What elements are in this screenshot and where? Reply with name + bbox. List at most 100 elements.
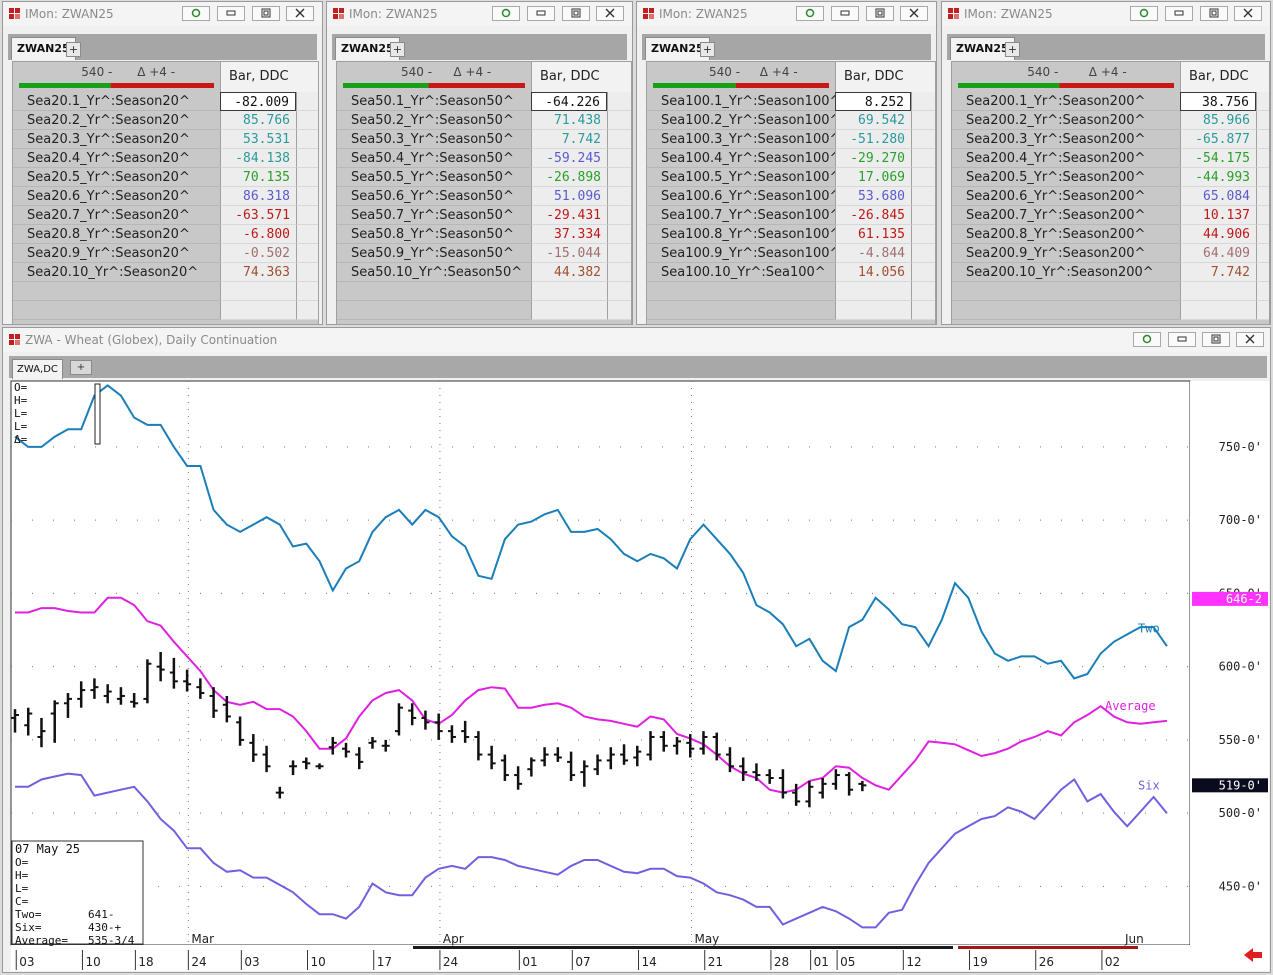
column-header[interactable]: Bar, DDC <box>220 62 318 92</box>
ohlc-bar[interactable] <box>725 747 734 773</box>
row-value[interactable]: -59.245 <box>531 149 607 168</box>
quote-row[interactable]: Sea100.3_Yr^:Season100^ -51.280 <box>647 130 935 149</box>
ohlc-bar[interactable] <box>103 684 112 704</box>
scroll-left-arrow-icon[interactable] <box>1244 948 1262 962</box>
ohlc-bar[interactable] <box>712 732 721 761</box>
row-value[interactable]: -82.009 <box>220 92 296 111</box>
close-button[interactable] <box>1234 6 1262 21</box>
quote-row[interactable]: Sea20.2_Yr^:Season20^ 85.766 <box>13 111 318 130</box>
close-button[interactable] <box>596 6 624 21</box>
ohlc-bar[interactable] <box>302 757 311 770</box>
minimize-button[interactable] <box>527 6 555 21</box>
quote-row[interactable]: Sea200.6_Yr^:Season200^ 65.084 <box>952 187 1269 206</box>
close-button[interactable] <box>286 6 314 21</box>
column-header[interactable]: Bar, DDC <box>835 62 935 92</box>
quote-row[interactable]: Sea200.10_Yr^:Season200^ 7.742 <box>952 263 1269 282</box>
data-window-handle[interactable] <box>94 383 101 445</box>
ohlc-bar[interactable] <box>593 754 602 776</box>
quote-row[interactable]: Sea100.9_Yr^:Season100^ -4.844 <box>647 244 935 263</box>
quote-row[interactable]: Sea200.3_Yr^:Season200^ -65.877 <box>952 130 1269 149</box>
row-value[interactable]: -6.800 <box>220 225 296 244</box>
ohlc-bar[interactable] <box>673 736 681 755</box>
row-value[interactable]: -26.845 <box>835 206 911 225</box>
row-value[interactable]: -15.044 <box>531 244 607 263</box>
row-value[interactable] <box>531 282 607 301</box>
ohlc-bar[interactable] <box>209 687 218 718</box>
ohlc-bar[interactable] <box>805 780 814 808</box>
ohlc-bar[interactable] <box>77 681 86 708</box>
row-value[interactable]: 85.966 <box>1180 111 1256 130</box>
row-value[interactable]: 44.906 <box>1180 225 1256 244</box>
row-value[interactable]: -64.226 <box>531 92 607 111</box>
row-value[interactable]: -29.431 <box>531 206 607 225</box>
link-status-icon[interactable] <box>182 6 210 21</box>
row-value[interactable]: 14.056 <box>835 263 911 282</box>
empty-row[interactable] <box>647 282 935 301</box>
quote-row[interactable]: Sea20.4_Yr^:Season20^ -84.138 <box>13 149 318 168</box>
link-status-icon[interactable] <box>492 6 520 21</box>
quote-row[interactable]: Sea200.4_Yr^:Season200^ -54.175 <box>952 149 1269 168</box>
row-value[interactable]: -0.502 <box>220 244 296 263</box>
quote-row[interactable]: Sea50.9_Yr^:Season50^ -15.044 <box>337 244 631 263</box>
ohlc-bar[interactable] <box>447 725 456 743</box>
maximize-button[interactable] <box>1202 332 1230 347</box>
ohlc-bar[interactable] <box>408 703 417 726</box>
ohlc-bar[interactable] <box>328 736 337 755</box>
ohlc-bar[interactable] <box>24 707 33 736</box>
row-value[interactable]: 7.742 <box>531 130 607 149</box>
row-value[interactable]: 53.680 <box>835 187 911 206</box>
quote-row[interactable]: Sea100.10_Yr^:Sea100^ 14.056 <box>647 263 935 282</box>
quote-row[interactable]: Sea100.2_Yr^:Season100^ 69.542 <box>647 111 935 130</box>
quote-row[interactable]: Sea50.8_Yr^:Season50^ 37.334 <box>337 225 631 244</box>
quote-row[interactable]: Sea50.7_Yr^:Season50^ -29.431 <box>337 206 631 225</box>
quote-row[interactable]: Sea200.2_Yr^:Season200^ 85.966 <box>952 111 1269 130</box>
ohlc-bar[interactable] <box>461 720 470 743</box>
quote-row[interactable]: Sea200.7_Yr^:Season200^ 10.137 <box>952 206 1269 225</box>
minimize-button[interactable] <box>831 6 859 21</box>
quote-row[interactable]: Sea100.1_Yr^:Season100^ 8.252 <box>647 92 935 111</box>
window-titlebar[interactable]: IMon: ZWAN25 <box>637 2 936 26</box>
row-value[interactable] <box>835 301 911 320</box>
window-titlebar[interactable]: IMon: ZWAN25 <box>942 2 1270 26</box>
ohlc-bar[interactable] <box>37 717 46 748</box>
link-status-icon[interactable] <box>1130 6 1158 21</box>
minimize-button[interactable] <box>217 6 245 21</box>
ohlc-bar[interactable] <box>50 700 59 743</box>
ohlc-bar[interactable] <box>355 747 364 770</box>
tab-symbol[interactable]: ZWAN25 <box>950 37 1015 60</box>
ohlc-bar[interactable] <box>858 780 867 792</box>
quote-row[interactable]: Sea50.4_Yr^:Season50^ -59.245 <box>337 149 631 168</box>
quote-row[interactable]: Sea50.5_Yr^:Season50^ -26.898 <box>337 168 631 187</box>
quote-row[interactable]: Sea50.1_Yr^:Season50^ -64.226 <box>337 92 631 111</box>
maximize-button[interactable] <box>866 6 894 21</box>
series-line-six[interactable] <box>15 772 1168 929</box>
quote-row[interactable]: Sea20.1_Yr^:Season20^ -82.009 <box>13 92 318 111</box>
row-value[interactable]: -63.571 <box>220 206 296 225</box>
row-value[interactable]: 61.135 <box>835 225 911 244</box>
ohlc-bar[interactable] <box>368 736 377 749</box>
ohlc-bar[interactable] <box>500 754 509 781</box>
ohlc-bar[interactable] <box>540 747 549 767</box>
link-status-icon[interactable] <box>1133 332 1161 347</box>
ohlc-bar[interactable] <box>196 678 205 699</box>
ohlc-bar[interactable] <box>222 695 231 723</box>
ohlc-bar[interactable] <box>381 739 390 752</box>
row-value[interactable]: 37.334 <box>531 225 607 244</box>
row-value[interactable]: 38.756 <box>1180 92 1256 111</box>
row-value[interactable]: 53.531 <box>220 130 296 149</box>
row-value[interactable] <box>835 282 911 301</box>
empty-row[interactable] <box>337 282 631 301</box>
ohlc-bar[interactable] <box>289 760 298 776</box>
quote-row[interactable]: Sea20.7_Yr^:Season20^ -63.571 <box>13 206 318 225</box>
add-tab-icon[interactable]: + <box>70 360 92 375</box>
row-value[interactable]: -4.844 <box>835 244 911 263</box>
quote-row[interactable]: Sea100.6_Yr^:Season100^ 53.680 <box>647 187 935 206</box>
ohlc-bar[interactable] <box>686 734 695 758</box>
ohlc-bar[interactable] <box>11 709 19 733</box>
empty-row[interactable] <box>13 282 318 301</box>
window-titlebar[interactable]: IMon: ZWAN25 <box>327 2 632 26</box>
column-header[interactable]: Bar, DDC <box>531 62 631 92</box>
tab-symbol[interactable]: ZWAN25 <box>335 37 400 60</box>
ohlc-bar[interactable] <box>620 744 629 765</box>
quote-row[interactable]: Sea50.2_Yr^:Season50^ 71.438 <box>337 111 631 130</box>
